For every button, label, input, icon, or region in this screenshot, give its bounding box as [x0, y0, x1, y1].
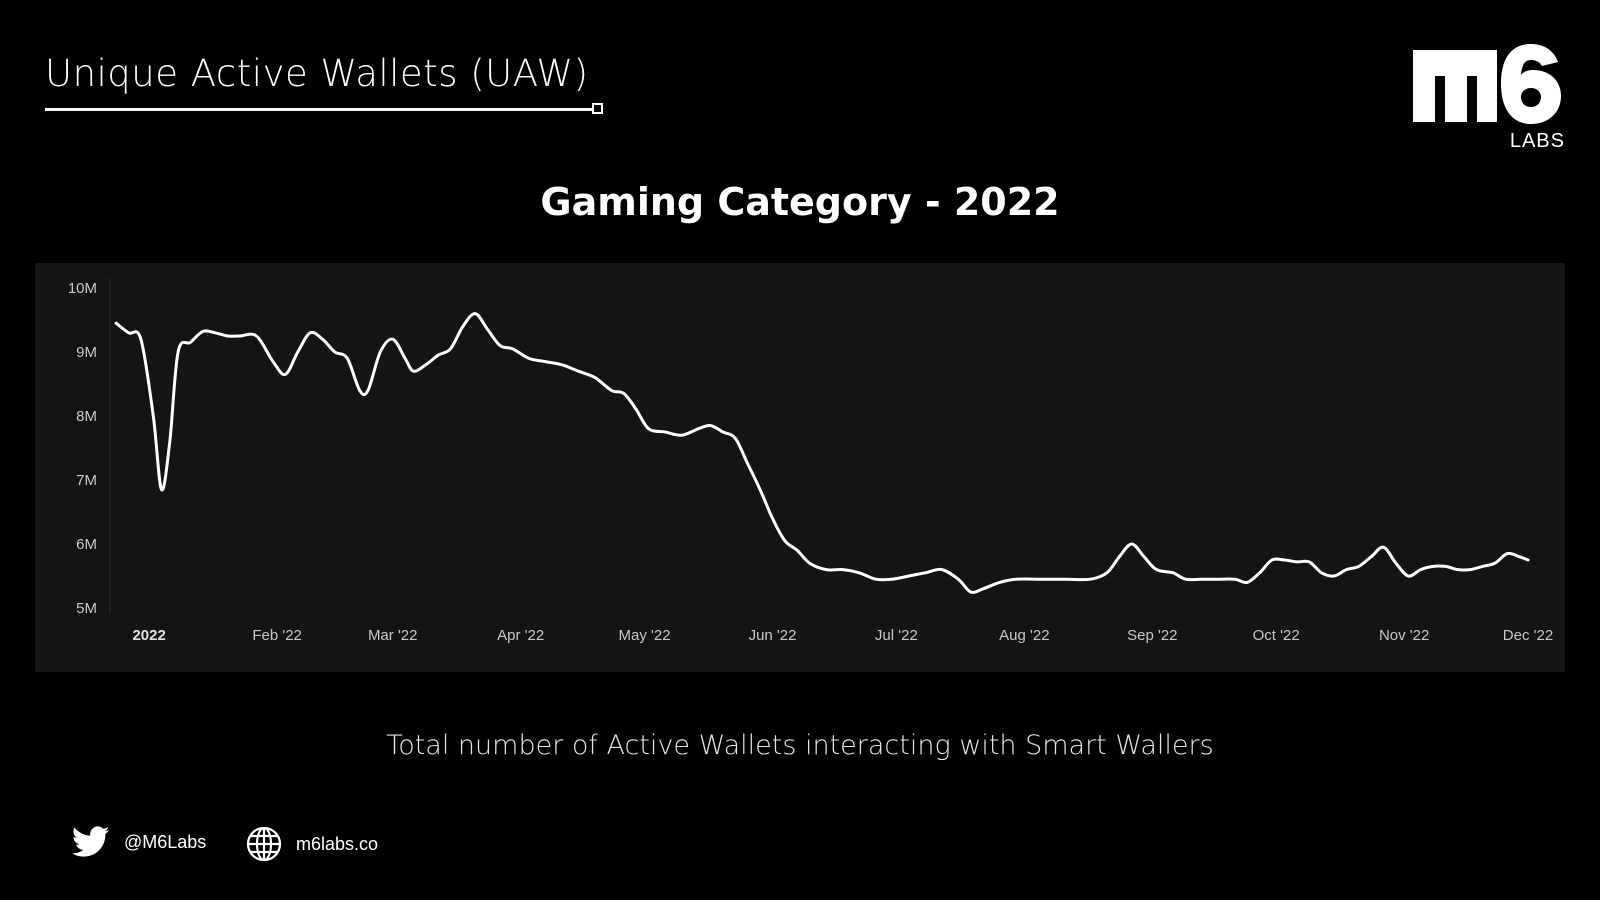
series-line-0 [114, 312, 1530, 594]
y-tick-label: 5M [76, 600, 97, 617]
x-tick-label: 2022 [132, 627, 165, 644]
footer-website[interactable]: m6labs.co [246, 826, 378, 862]
line-chart: 10M 9M 8M 7M 6M 5M 2022 Feb '22 Mar '22 Apr '22 M… [68, 278, 1553, 644]
chart-panel: 10M 9M 8M 7M 6M 5M 2022 Feb '22 Mar '22 Apr '22 M… [35, 263, 1565, 672]
x-tick-label: Aug '22 [999, 627, 1049, 644]
globe-icon [246, 826, 282, 862]
x-tick-label: Nov '22 [1379, 627, 1429, 644]
website-link[interactable]: m6labs.co [296, 833, 379, 854]
y-tick-label: 7M [76, 472, 97, 489]
x-tick-label: Dec '22 [1503, 627, 1553, 644]
twitter-handle[interactable]: @M6Labs [124, 831, 207, 852]
x-tick-label: Oct '22 [1253, 627, 1300, 644]
x-tick-label: Jun '22 [749, 627, 797, 644]
series-group [114, 312, 1530, 594]
x-tick-label: Feb '22 [252, 627, 302, 644]
chart-caption: Total number of Active Wallets interacti… [386, 730, 1214, 761]
header-underline-end [592, 103, 603, 114]
y-tick-label: 6M [76, 536, 97, 553]
chart-title: Gaming Category - 2022 [540, 180, 1060, 224]
x-tick-label: Jul '22 [875, 627, 918, 644]
y-tick-label: 9M [76, 344, 97, 361]
y-tick-label: 8M [76, 408, 97, 425]
y-axis: 10M 9M 8M 7M 6M 5M [68, 278, 111, 617]
twitter-icon [72, 826, 110, 857]
header-underline [45, 108, 593, 111]
x-tick-label: Sep '22 [1127, 627, 1177, 644]
logo-sub-label: LABS [1509, 130, 1565, 152]
m6-logo [1413, 44, 1561, 124]
x-tick-label: May '22 [619, 627, 671, 644]
x-tick-label: Apr '22 [497, 627, 544, 644]
x-tick-label: Mar '22 [368, 627, 418, 644]
y-tick-label: 10M [68, 280, 97, 297]
x-axis: 2022 Feb '22 Mar '22 Apr '22 May '22 Jun '22 J… [132, 627, 1553, 644]
header-title: Unique Active Wallets (UAW) [45, 52, 589, 95]
footer-twitter[interactable]: @M6Labs [72, 826, 206, 858]
